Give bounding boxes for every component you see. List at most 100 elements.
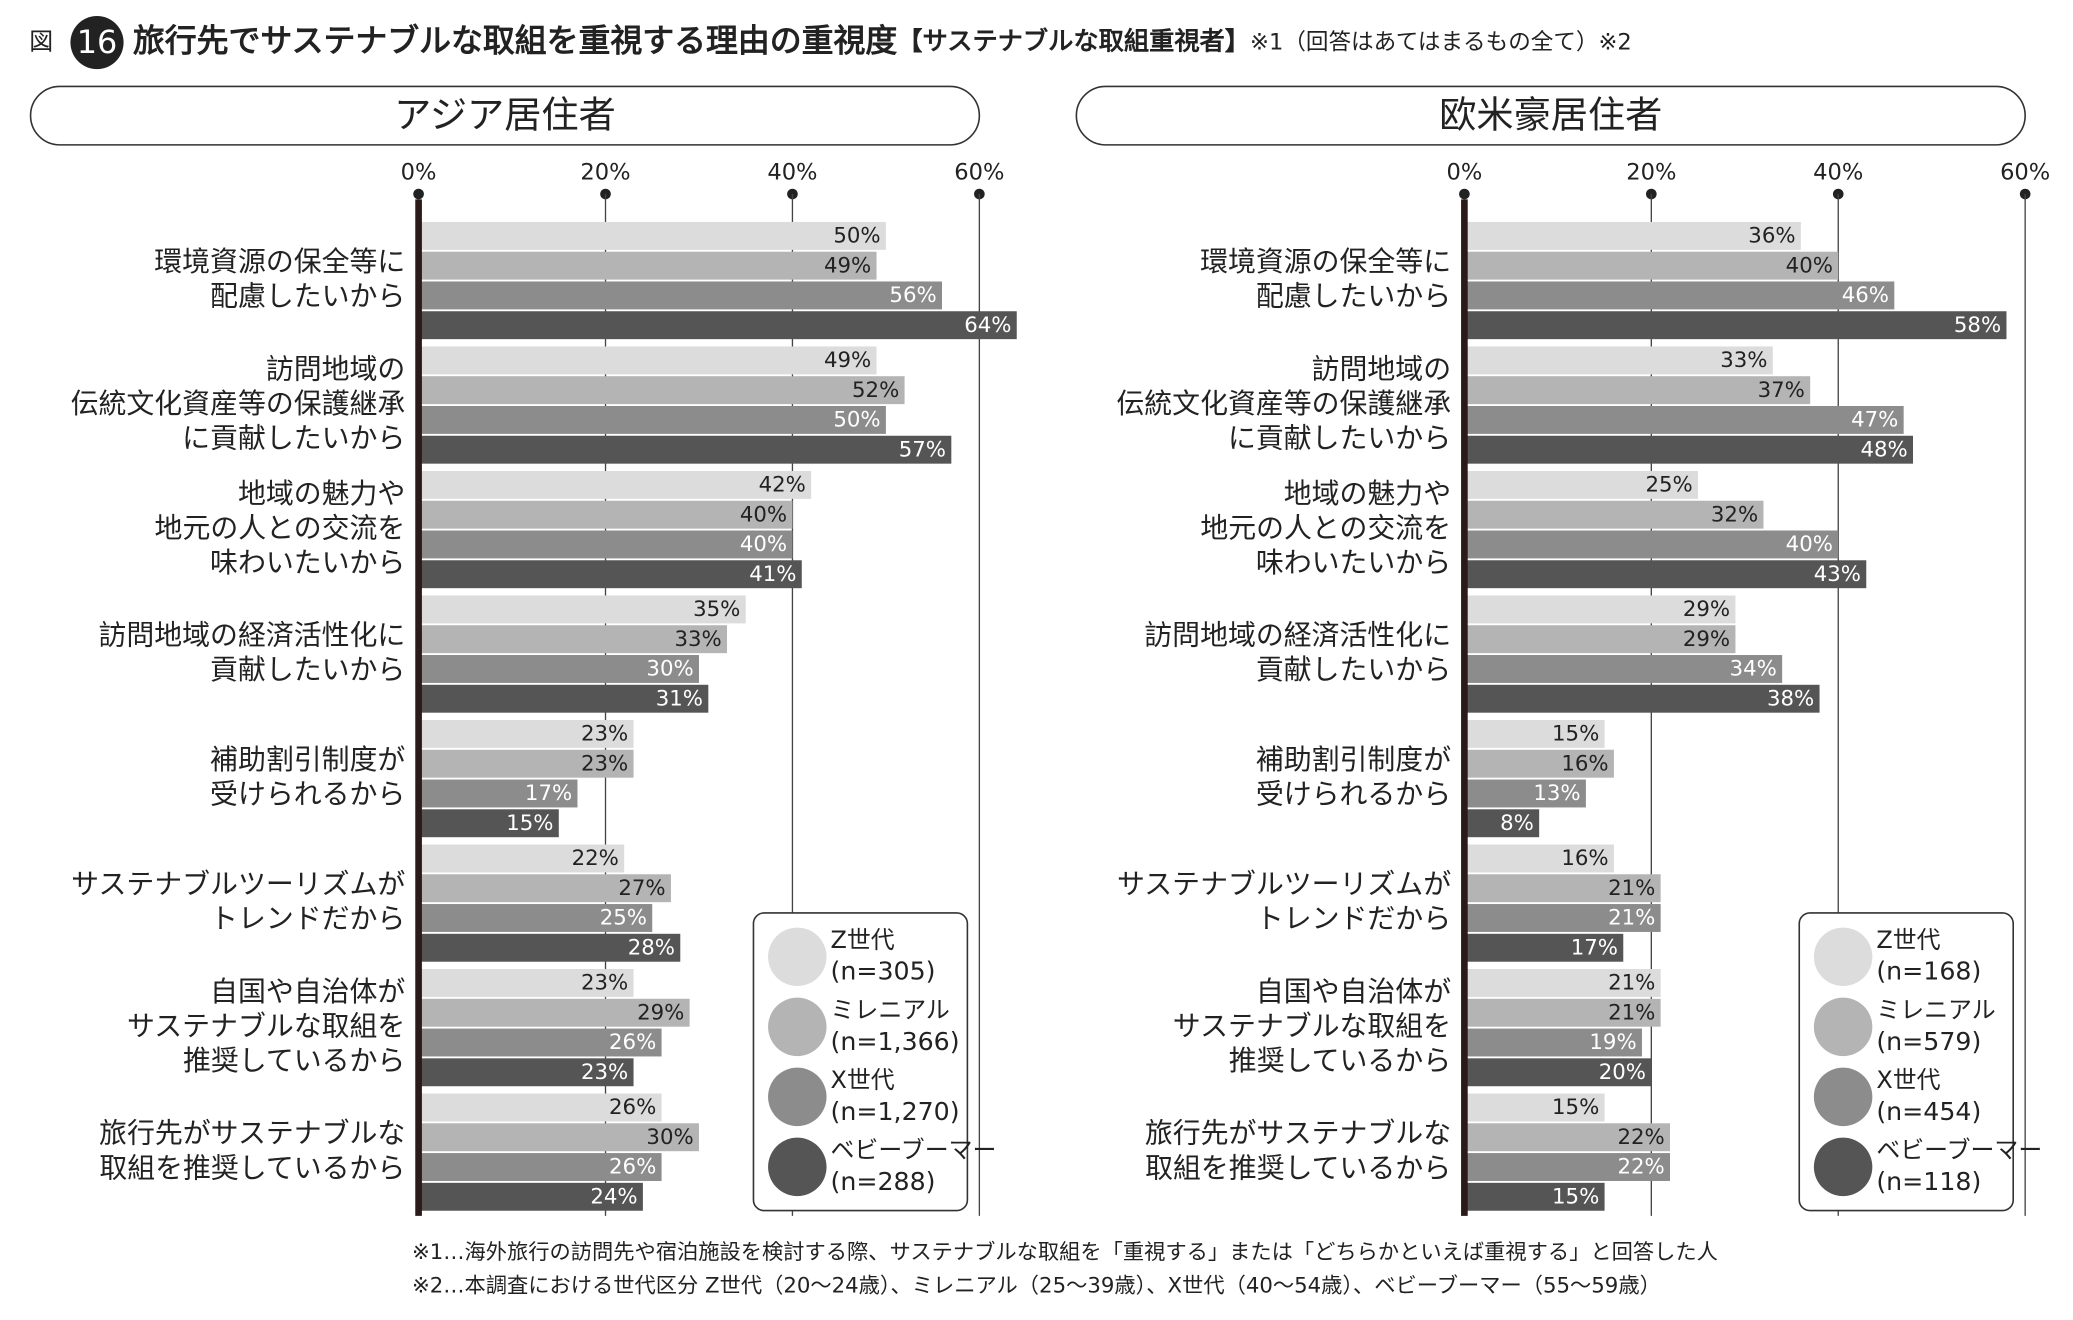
bar: [418, 221, 886, 250]
value-label: 8%: [1500, 811, 1534, 836]
bar: [418, 560, 802, 589]
value-label: 29%: [637, 1000, 684, 1025]
value-label: 13%: [1533, 781, 1580, 806]
bar: [418, 470, 812, 499]
bar: [418, 500, 793, 529]
legend-swatch: [768, 997, 827, 1057]
legend-swatch: [768, 1067, 827, 1127]
panel-header: [29, 85, 981, 146]
x-tick-label: 20%: [1626, 159, 1676, 185]
bar: [418, 530, 793, 559]
legend-label: (n=1,270): [831, 1097, 960, 1126]
legend-label: ベビーブーマー: [1876, 1136, 2042, 1164]
value-label: 19%: [1589, 1030, 1636, 1055]
bar: [1464, 500, 1764, 529]
value-label: 42%: [759, 473, 806, 498]
bar: [418, 625, 728, 654]
panel-title: アジア居住者: [394, 92, 616, 136]
category-label: サステナブルな取組を: [127, 1009, 405, 1042]
value-label: 27%: [618, 876, 665, 901]
legend-label: Z世代: [1876, 926, 1940, 954]
category-label: 環境資源の保全等に: [154, 245, 405, 278]
value-label: 40%: [1786, 253, 1833, 278]
footnote: ※1…海外旅行の訪問先や宿泊施設を検討する際、サステナブルな取組を「重視する」ま…: [412, 1240, 1718, 1265]
bar: [418, 1153, 662, 1181]
value-label: 22%: [1617, 1155, 1664, 1180]
value-label: 21%: [1608, 971, 1655, 996]
value-label: 30%: [646, 1125, 693, 1150]
value-label: 29%: [1683, 627, 1730, 652]
value-label: 32%: [1711, 502, 1758, 527]
value-label: 40%: [740, 502, 787, 527]
x-tick-label: 0%: [1446, 159, 1482, 185]
value-label: 26%: [609, 1155, 656, 1180]
panel-title: 欧米豪居住者: [1439, 92, 1662, 136]
value-label: 15%: [506, 811, 553, 836]
value-label: 15%: [1552, 1095, 1599, 1120]
category-label: 受けられるから: [1256, 778, 1451, 811]
value-label: 23%: [581, 971, 628, 996]
bar: [418, 435, 952, 464]
category-label: 地域の魅力や: [1284, 477, 1451, 510]
category-label: 訪問地域の: [1312, 352, 1451, 385]
bar: [1464, 1153, 1671, 1181]
bar: [418, 933, 681, 962]
legend-swatch: [1813, 1137, 1873, 1197]
category-label: 貢献したいから: [1256, 653, 1451, 686]
bar: [1464, 998, 1661, 1027]
bar: [1464, 560, 1867, 589]
category-label: サステナブルな取組を: [1173, 1009, 1451, 1042]
footnote: ※2…本調査における世代区分 Z世代（20〜24歳）、ミレニアル（25〜39歳）…: [412, 1273, 1661, 1298]
bar: [418, 311, 1017, 340]
category-label: 地元の人との交流を: [1200, 511, 1451, 544]
value-label: 50%: [833, 224, 880, 249]
legend-label: X世代: [1876, 1066, 1940, 1094]
category-label: 補助割引制度が: [1256, 743, 1451, 776]
category-label: 補助割引制度が: [210, 743, 405, 776]
category-label: サステナブルツーリズムが: [1117, 868, 1451, 901]
bar: [1464, 405, 1904, 434]
value-label: 20%: [1599, 1060, 1646, 1085]
value-label: 50%: [833, 408, 880, 433]
bar: [1464, 470, 1699, 499]
bar: [418, 749, 634, 778]
legend-swatch: [1813, 927, 1873, 987]
value-label: 36%: [1748, 224, 1795, 249]
value-label: 29%: [1683, 597, 1730, 622]
legend-swatch: [1813, 997, 1873, 1057]
bar: [1464, 221, 1801, 250]
value-label: 25%: [1645, 473, 1692, 498]
value-label: 49%: [824, 348, 871, 373]
legend-box: [752, 912, 969, 1212]
value-label: 40%: [740, 532, 787, 557]
value-label: 49%: [824, 253, 871, 278]
value-label: 48%: [1860, 437, 1907, 462]
x-tick-label: 60%: [2000, 159, 2050, 185]
bar: [1464, 809, 1540, 838]
category-label: 取組を推奨しているから: [1145, 1151, 1451, 1184]
category-label: に貢献したいから: [1228, 421, 1451, 454]
legend-label: Z世代: [831, 926, 895, 954]
bar: [418, 969, 634, 997]
value-label: 47%: [1851, 408, 1898, 433]
category-label: 訪問地域の経済活性化に: [1144, 619, 1451, 652]
value-label: 35%: [693, 597, 740, 622]
category-label: 自国や自治体が: [1256, 975, 1451, 1008]
tick-mark: [413, 188, 424, 200]
category-label: 自国や自治体が: [210, 975, 405, 1008]
bar: [418, 998, 690, 1027]
bar: [1464, 1123, 1671, 1152]
value-label: 24%: [590, 1184, 637, 1209]
legend-swatch: [768, 927, 827, 987]
category-label: 旅行先がサステナブルな: [1145, 1117, 1451, 1150]
value-label: 21%: [1608, 906, 1655, 931]
fig-number: 16: [77, 23, 118, 61]
value-label: 15%: [1552, 722, 1599, 747]
category-label: 受けられるから: [210, 778, 405, 811]
bar: [1464, 719, 1605, 748]
legend-label: (n=454): [1876, 1097, 1981, 1126]
panel-header: [1075, 85, 2026, 146]
value-label: 38%: [1767, 686, 1814, 711]
bar: [418, 281, 942, 310]
